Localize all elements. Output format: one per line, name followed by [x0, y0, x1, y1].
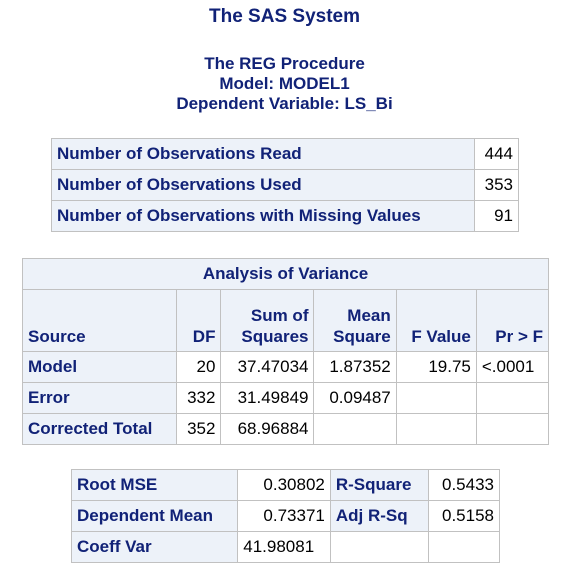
anova-ss: 68.96884 — [220, 413, 315, 445]
table-header-row: Source DF Sum of Squares Mean Square F V… — [22, 289, 550, 352]
col-header-ss-line2: Squares — [241, 327, 309, 346]
coeff-var-label: Coeff Var — [70, 531, 239, 563]
anova-table: Analysis of Variance Source DF Sum of Sq… — [22, 258, 550, 445]
root-mse-label: Root MSE — [70, 469, 239, 501]
col-header-source: Source — [22, 289, 177, 352]
col-header-sum-of-squares: Sum of Squares — [220, 289, 315, 352]
anova-pr-f: <.0001 — [475, 351, 550, 383]
anova-df: 332 — [175, 382, 222, 414]
table-row: Model 20 37.47034 1.87352 19.75 <.0001 — [22, 351, 550, 383]
obs-missing-label: Number of Observations with Missing Valu… — [51, 200, 475, 232]
anova-source-corrected-total: Corrected Total — [22, 413, 177, 445]
anova-ss: 31.49849 — [220, 382, 315, 414]
obs-used-value: 353 — [473, 169, 520, 201]
anova-ms: 0.09487 — [313, 382, 397, 414]
col-header-f-value: F Value — [395, 289, 477, 352]
table-row: Corrected Total 352 68.96884 — [22, 413, 550, 445]
anova-f-value: 19.75 — [395, 351, 477, 383]
table-row: Dependent Mean 0.73371 Adj R-Sq 0.5158 — [70, 500, 501, 532]
anova-source-error: Error — [22, 382, 177, 414]
table-row: Analysis of Variance — [22, 258, 549, 290]
anova-pr-f — [475, 382, 550, 414]
table-row: Number of Observations Used 353 — [51, 169, 520, 201]
fit-statistics-table: Root MSE 0.30802 R-Square 0.5433 Depende… — [70, 469, 501, 563]
table-row: Number of Observations with Missing Valu… — [51, 200, 520, 232]
adj-r-sq-label: Adj R-Sq — [329, 500, 429, 532]
col-header-df: DF — [175, 289, 222, 352]
anova-source-model: Model — [22, 351, 177, 383]
col-header-ms-line2: Square — [333, 327, 391, 346]
anova-ms: 1.87352 — [313, 351, 397, 383]
procedure-titles: The REG Procedure Model: MODEL1 Dependen… — [0, 54, 569, 114]
empty-cell — [329, 531, 429, 563]
table-row: Number of Observations Read 444 — [51, 138, 520, 170]
adj-r-sq-value: 0.5158 — [427, 500, 501, 532]
system-title: The SAS System — [209, 6, 360, 27]
col-header-ss-line1: Sum of — [250, 306, 309, 325]
anova-ms — [313, 413, 397, 445]
col-header-mean-square: Mean Square — [313, 289, 397, 352]
anova-f-value — [395, 382, 477, 414]
obs-used-label: Number of Observations Used — [51, 169, 475, 201]
anova-f-value — [395, 413, 477, 445]
r-square-label: R-Square — [329, 469, 429, 501]
obs-missing-value: 91 — [473, 200, 520, 232]
dependent-mean-value: 0.73371 — [237, 500, 331, 532]
root-mse-value: 0.30802 — [237, 469, 331, 501]
anova-title: Analysis of Variance — [22, 258, 549, 290]
table-row: Coeff Var 41.98081 — [70, 531, 501, 563]
procedure-title: The REG Procedure — [204, 54, 365, 73]
anova-df: 352 — [175, 413, 222, 445]
anova-pr-f — [475, 413, 550, 445]
anova-df: 20 — [175, 351, 222, 383]
empty-cell — [427, 531, 501, 563]
coeff-var-value: 41.98081 — [237, 531, 331, 563]
r-square-value: 0.5433 — [427, 469, 501, 501]
obs-read-value: 444 — [473, 138, 520, 170]
col-header-ms-line1: Mean — [347, 306, 391, 325]
dependent-variable-title: Dependent Variable: LS_Bi — [176, 94, 393, 113]
table-row: Root MSE 0.30802 R-Square 0.5433 — [70, 469, 501, 501]
dependent-mean-label: Dependent Mean — [70, 500, 239, 532]
observations-table: Number of Observations Read 444 Number o… — [51, 138, 520, 232]
table-row: Error 332 31.49849 0.09487 — [22, 382, 550, 414]
model-title: Model: MODEL1 — [219, 74, 350, 93]
obs-read-label: Number of Observations Read — [51, 138, 475, 170]
anova-ss: 37.47034 — [220, 351, 315, 383]
col-header-pr-f: Pr > F — [475, 289, 550, 352]
